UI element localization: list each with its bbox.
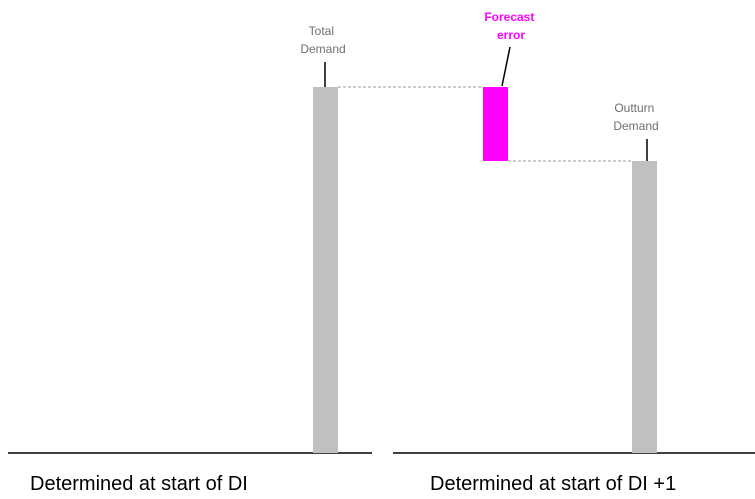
total-demand-label: Total Demand (300, 24, 345, 56)
total-demand-bar (313, 87, 338, 453)
outturn-demand-label-line1: Outturn (614, 101, 654, 115)
caption-right: Determined at start of DI +1 (430, 473, 676, 495)
outturn-demand-label-line2: Demand (613, 119, 658, 133)
total-demand-label-line1: Total (309, 24, 334, 38)
forecast-error-bar (483, 87, 508, 161)
forecast-error-label-line2: error (497, 28, 525, 42)
forecast-error-label-line1: Forecast (484, 10, 534, 24)
caption-left: Determined at start of DI (30, 473, 248, 495)
outturn-demand-bar (632, 161, 657, 453)
total-demand-label-line2: Demand (300, 42, 345, 56)
forecast-error-label: Forecast error (484, 10, 537, 42)
forecast-error-leader (501, 46, 511, 87)
outturn-demand-label: Outturn Demand (613, 101, 658, 133)
